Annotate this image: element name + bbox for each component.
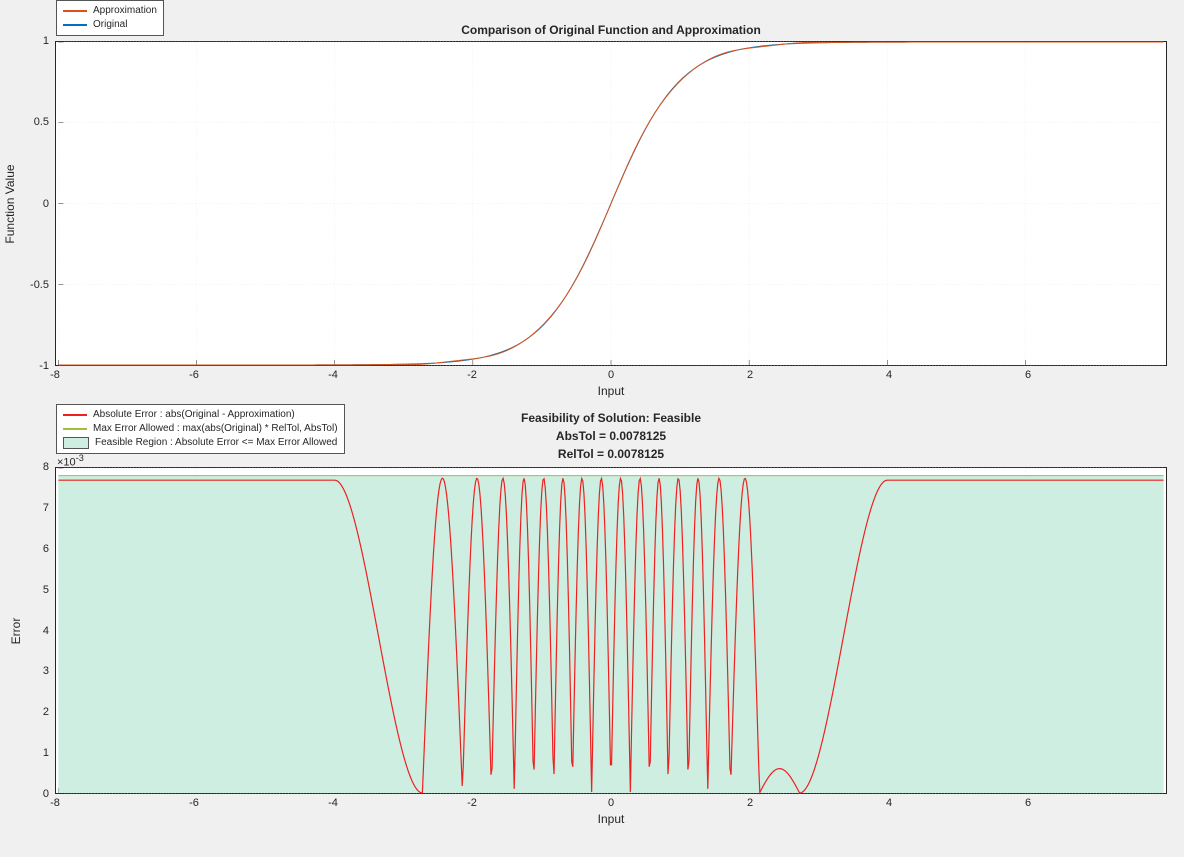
y-exponent-prefix: ×10 [57,457,76,469]
x-tick-label: -4 [328,369,338,381]
error-chart-title-line2: AbsTol = 0.0078125 [556,429,666,443]
x-tick-label: 0 [608,797,614,809]
x-tick-label: -4 [328,797,338,809]
legend-item-approximation[interactable]: Approximation [63,4,157,18]
y-tick-label: -0.5 [30,279,49,291]
error-chart-title-line1: Feasibility of Solution: Feasible [521,411,701,425]
y-tick-label: 1 [43,747,49,759]
x-tick-label: 4 [886,797,892,809]
y-tick-label: 0 [43,788,49,800]
y-tick-label: 0.5 [34,116,49,128]
legend-swatch-abs-error [63,414,87,416]
legend-swatch-feasible-region [63,437,89,449]
y-exponent-power: -3 [76,453,84,463]
error-chart-xlabel: Input [598,812,625,826]
x-tick-label: -6 [189,797,199,809]
x-tick-label: -8 [50,369,60,381]
x-tick-label: 2 [747,369,753,381]
legend-item-feasible-region[interactable]: Feasible Region : Absolute Error <= Max … [63,436,338,450]
y-tick-label: 2 [43,706,49,718]
legend-label-max-error: Max Error Allowed : max(abs(Original) * … [93,422,338,436]
y-tick-label: 6 [43,543,49,555]
legend-label-abs-error: Absolute Error : abs(Original - Approxim… [93,408,295,422]
legend-item-max-error[interactable]: Max Error Allowed : max(abs(Original) * … [63,422,338,436]
error-chart-title-line3: RelTol = 0.0078125 [558,447,664,461]
x-tick-label: -2 [467,797,477,809]
comparison-chart-ylabel: Function Value [3,164,17,243]
error-chart-legend[interactable]: Absolute Error : abs(Original - Approxim… [56,404,345,454]
legend-label-approximation: Approximation [93,4,157,18]
legend-item-original[interactable]: Original [63,18,157,32]
x-tick-label: -8 [50,797,60,809]
x-tick-label: 4 [886,369,892,381]
comparison-chart [55,41,1167,366]
y-tick-label: 4 [43,625,49,637]
x-tick-label: -2 [467,369,477,381]
y-tick-label: -1 [39,360,49,372]
comparison-chart-title: Comparison of Original Function and Appr… [461,23,761,37]
comparison-chart-xlabel: Input [598,384,625,398]
legend-item-abs-error[interactable]: Absolute Error : abs(Original - Approxim… [63,408,338,422]
y-tick-label: 8 [43,461,49,473]
y-tick-label: 0 [43,198,49,210]
legend-label-feasible-region: Feasible Region : Absolute Error <= Max … [95,436,337,450]
legend-swatch-original [63,24,87,26]
error-chart-svg [56,468,1166,793]
error-chart-y-exponent: ×10-3 [57,453,84,469]
x-tick-label: 2 [747,797,753,809]
y-tick-label: 5 [43,584,49,596]
comparison-chart-svg [56,42,1166,365]
x-tick-label: 0 [608,369,614,381]
x-tick-label: -6 [189,369,199,381]
legend-swatch-max-error [63,428,87,430]
comparison-chart-legend[interactable]: Approximation Original [56,0,164,36]
error-chart [55,467,1167,794]
x-tick-label: 6 [1025,369,1031,381]
legend-label-original: Original [93,18,127,32]
x-tick-label: 6 [1025,797,1031,809]
y-tick-label: 7 [43,502,49,514]
y-tick-label: 3 [43,665,49,677]
error-chart-ylabel: Error [9,617,23,644]
y-tick-label: 1 [43,35,49,47]
legend-swatch-approximation [63,10,87,12]
